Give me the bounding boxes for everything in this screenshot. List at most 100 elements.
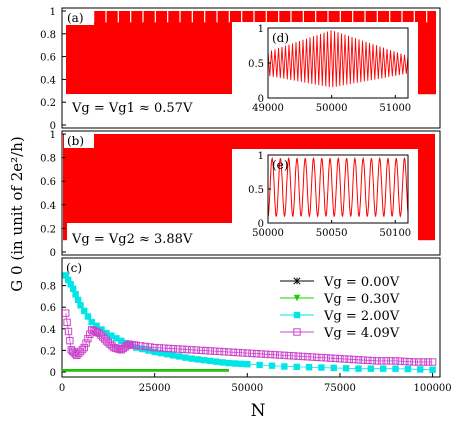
data-point [268,362,276,369]
data-point [234,348,242,357]
data-point [243,349,251,357]
data-point [150,343,159,352]
data-point [146,343,154,351]
data-point [419,358,428,366]
data-point [113,335,120,342]
data-point [74,296,82,304]
data-point [95,329,103,337]
data-point [359,356,367,364]
inset-x-tick-label: 50050 [316,228,348,239]
data-point [84,335,92,343]
data-point [392,365,399,372]
data-point [64,276,72,284]
data-point [308,353,316,361]
data-point [78,345,87,354]
annotation-bg [67,94,242,118]
panel-label-bg [64,133,94,148]
data-point [238,349,247,357]
inset-x-tick-label: 50100 [379,228,411,239]
data-point [215,347,224,356]
inset-x-tick-label: 50000 [252,228,284,239]
panel-frame [61,130,441,256]
x-tick-label: 75000 [324,383,356,394]
data-point [73,351,81,360]
data-point [72,291,79,298]
data-point [244,361,251,368]
data-point [367,365,375,372]
data-point [424,358,432,366]
data-point [417,366,424,373]
data-point [123,341,131,350]
panel-a: Vg = Vg1 ≈ 0.57V (a) 0 0.2 0.4 0.6 0.8 1 0 0.5 1 49… [40,7,441,132]
data-point [382,357,390,365]
data-point [318,364,325,371]
data-point [141,342,150,351]
inset-y-tick-label: 0 [258,219,264,230]
data-point [293,311,301,319]
inset-y-tick-label: 0.5 [248,185,264,196]
data-point [294,352,302,360]
data-point [76,347,85,356]
data-point [206,347,214,355]
y-tick-label: 0 [50,248,56,259]
y-tick-label: 0.8 [40,30,56,41]
data-point [293,277,301,285]
data-point [303,353,312,361]
panel-frame [61,7,441,129]
series-2 [62,272,436,373]
data-point [160,344,168,352]
y-tick-label: 0 [50,121,56,132]
data-point [330,364,337,372]
data-point [88,318,95,326]
data-point [262,350,270,358]
panel-label: (a) [67,11,84,25]
data-point [404,365,412,373]
data-point [396,357,404,365]
data-point [89,326,98,335]
legend-label: Vg = 2.00V [323,309,400,324]
data-point [80,343,88,352]
data-point [293,328,301,336]
data-point [248,349,256,358]
data-point [252,349,261,358]
annotation-label: Vg = Vg2 ≈ 3.88V [71,232,193,247]
data-point [87,326,96,334]
data-point [410,358,418,366]
data-point [225,348,233,356]
data-point [112,344,120,352]
data-point [103,329,110,337]
data-point [108,332,115,339]
data-point [207,357,214,365]
data-point [317,353,326,362]
data-point [201,346,210,355]
panel-frame [61,257,441,378]
y-tick-label: 0 [50,368,56,379]
data-point [155,344,163,352]
y-tick-label: 0.4 [40,75,56,86]
data-point [163,351,171,358]
x-tick-label: 0 [59,383,65,394]
data-point [66,336,74,345]
y-tick-label: 0.8 [40,282,56,293]
series-3 [62,309,437,366]
data-point [84,313,92,320]
data-point [69,285,77,292]
panel-c: 0 0.2 0.4 0.6 0.8 0 25000 50000 75000 100000 (c) Vg… [40,257,452,394]
data-point [289,352,298,360]
data-point [110,343,118,352]
data-point [428,358,437,366]
data-point [93,322,100,329]
legend-label: Vg = 4.09V [323,326,400,341]
data-point [326,354,335,362]
legend-label: Vg = 0.00V [323,275,400,290]
data-point [77,302,84,309]
legend-item: Vg = 0.30V [280,292,400,307]
data-point [98,326,105,333]
data-point [387,357,395,365]
inset-label: (e) [272,158,288,172]
data-point [276,351,284,359]
data-point [200,356,208,364]
data-point [368,356,377,365]
data-point [237,360,245,368]
data-point [373,357,381,365]
